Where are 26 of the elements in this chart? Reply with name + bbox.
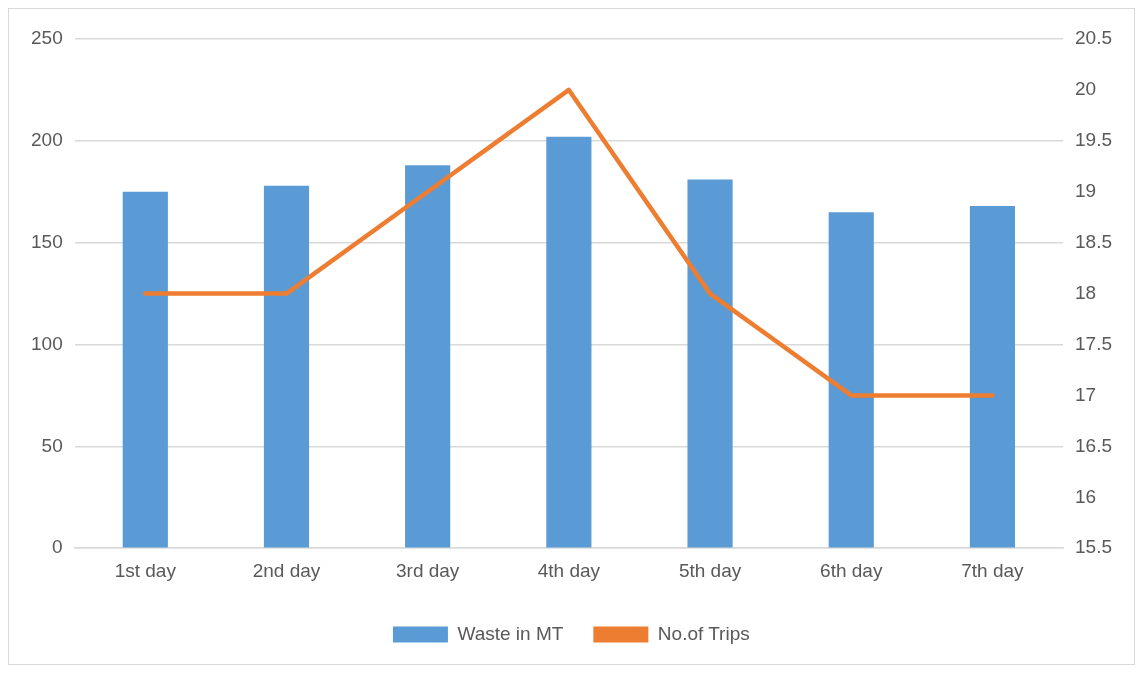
legend-label: Waste in MT [457, 622, 564, 644]
x-tick-label: 4th day [537, 559, 601, 581]
y2-tick-label: 20.5 [1075, 27, 1112, 49]
legend-label: No.of Trips [657, 622, 750, 644]
y2-tick-label: 17 [1075, 383, 1097, 405]
y-tick-label: 0 [52, 536, 63, 558]
x-tick-label: 5th day [678, 559, 742, 581]
y2-tick-label: 19.5 [1075, 129, 1112, 151]
y2-tick-label: 15.5 [1075, 536, 1112, 558]
y2-tick-label: 17.5 [1075, 332, 1112, 354]
x-tick-label: 2nd day [252, 559, 321, 581]
y2-tick-label: 19 [1075, 179, 1097, 201]
y2-tick-label: 20 [1075, 78, 1097, 100]
y2-tick-label: 16.5 [1075, 434, 1112, 456]
y2-tick-label: 18.5 [1075, 230, 1112, 252]
y2-tick-label: 16 [1075, 485, 1097, 507]
y-tick-label: 100 [31, 332, 63, 354]
y-tick-label: 50 [41, 434, 63, 456]
y-tick-label: 150 [31, 230, 63, 252]
x-tick-label: 7th day [961, 559, 1025, 581]
x-tick-label: 6th day [820, 559, 883, 581]
x-tick-label: 1st day [114, 559, 177, 581]
y2-tick-label: 18 [1075, 281, 1097, 303]
x-tick-label: 3rd day [395, 559, 460, 581]
y-tick-label: 200 [31, 129, 63, 151]
y-tick-label: 250 [31, 27, 63, 49]
